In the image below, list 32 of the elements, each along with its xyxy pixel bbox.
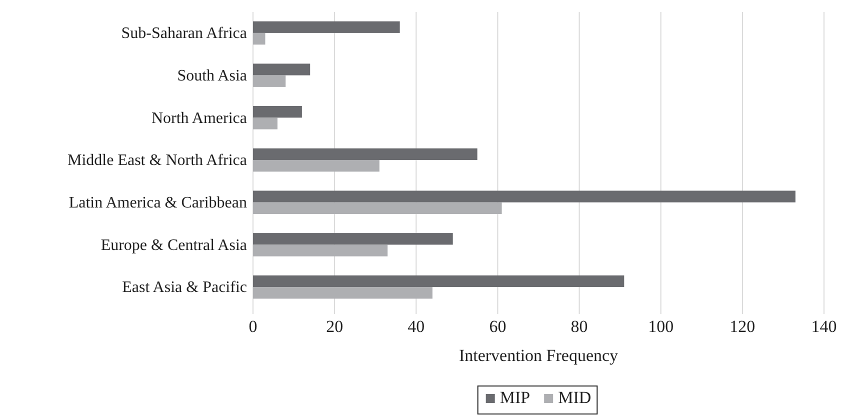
y-tick-label: North America xyxy=(151,110,247,127)
bar xyxy=(253,106,302,118)
y-tick-label: Latin America & Caribbean xyxy=(68,194,247,212)
legend-label: MID xyxy=(558,388,592,407)
bar xyxy=(253,148,478,160)
bar xyxy=(253,233,453,245)
bar xyxy=(253,287,432,299)
y-tick-label: Europe & Central Asia xyxy=(100,236,247,254)
x-tick-label: 140 xyxy=(811,317,837,336)
bar xyxy=(253,275,624,288)
x-tick-label: 100 xyxy=(648,317,674,336)
bar xyxy=(253,32,266,45)
bar xyxy=(253,160,380,172)
x-tick-label: 80 xyxy=(570,317,588,336)
x-tick-label: 60 xyxy=(489,317,506,336)
bar xyxy=(253,190,796,202)
bar xyxy=(253,118,278,130)
bar xyxy=(253,21,400,33)
x-tick-label: 40 xyxy=(408,317,425,336)
y-tick-label: Middle East & North Africa xyxy=(67,152,247,170)
bar xyxy=(253,244,388,256)
legend-label: MIP xyxy=(500,388,530,407)
x-tick-label: 0 xyxy=(248,317,258,336)
y-tick-label: East Asia & Pacific xyxy=(122,279,247,296)
y-tick-label: South Asia xyxy=(177,67,247,84)
bar xyxy=(253,202,502,214)
x-tick-label: 120 xyxy=(730,317,756,336)
bar xyxy=(253,64,310,76)
x-axis-title: Intervention Frequency xyxy=(458,346,619,365)
x-tick-label: 20 xyxy=(326,317,344,336)
y-tick-label: Sub-Saharan Africa xyxy=(121,25,247,42)
bar xyxy=(253,75,286,87)
